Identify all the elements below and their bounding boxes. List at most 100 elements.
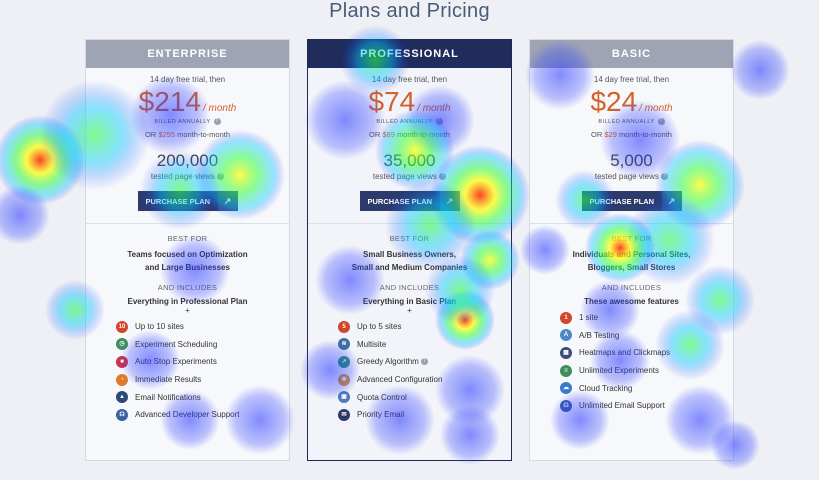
feature-item: ≋ Multisite <box>338 336 511 354</box>
feature-label: Auto Stop Experiments <box>135 357 217 367</box>
plan-card-basic: BASIC 14 day free trial, then $24/ month… <box>529 39 734 461</box>
monthly-suffix: month-to-month <box>394 130 450 139</box>
page-views-count: 5,000 <box>610 151 653 170</box>
heat-blob <box>0 185 50 245</box>
feature-list: 1 1 site A A/B Testing ▦ Heatmaps and Clickma… <box>560 309 733 415</box>
page-views-count: 200,000 <box>156 151 219 170</box>
feature-label: Advanced Configuration <box>357 375 443 385</box>
monthly-price-text: OR $89 month-to-month <box>308 130 511 139</box>
number-10-icon: 10 <box>116 320 128 333</box>
feature-label: Email Notifications <box>135 392 201 402</box>
best-for-line: and Large Businesses <box>145 263 230 272</box>
per-month: / month <box>417 103 451 114</box>
feature-label: A/B Testing <box>579 330 620 340</box>
email-icon: ✉ <box>338 408 350 421</box>
plan-name: BASIC <box>530 40 733 68</box>
trend-icon: ↗ <box>338 355 350 368</box>
purchase-plan-button[interactable]: PURCHASE PLAN ↗ <box>581 191 682 211</box>
divider <box>86 223 289 224</box>
feature-list: 10 Up to 10 sites ◷ Experiment Scheduling ■ A… <box>116 318 289 424</box>
feature-label: Immediate Results <box>135 375 202 385</box>
best-for-line: Individuals and Personal Sites, <box>572 250 691 259</box>
feature-label: Greedy Algorithm <box>357 357 419 367</box>
monthly-suffix: month-to-month <box>175 130 231 139</box>
feature-label: Up to 5 sites <box>357 322 402 332</box>
includes-description: These awesome features <box>584 297 679 306</box>
plan-card-professional: PROFESSIONAL 14 day free trial, then $74… <box>307 39 512 461</box>
chart-icon: ↗ <box>661 191 682 211</box>
feature-item: ◷ Experiment Scheduling <box>116 336 289 354</box>
help-icon[interactable]: ? <box>657 118 665 125</box>
heat-blob <box>0 115 85 205</box>
feature-item: ▲ Email Notifications <box>116 388 289 406</box>
feature-item: ☊ Unlimited Email Support <box>560 397 733 415</box>
page-views-label: tested page views ? <box>530 172 733 181</box>
feature-list: 5 Up to 5 sites ≋ Multisite ↗ Greedy Algorith… <box>338 318 511 424</box>
feature-label: Quota Control <box>357 392 407 402</box>
purchase-label: PURCHASE PLAN <box>367 196 433 206</box>
feature-label: 1 site <box>579 313 599 323</box>
feature-item: ▣ Quota Control <box>338 388 511 406</box>
headset-icon: ☊ <box>116 408 128 421</box>
feature-item: ≡ Unlimited Experiments <box>560 362 733 380</box>
best-for-line: Bloggers, Small Stores <box>587 263 676 272</box>
billed-annually: BILLED ANNUALLY ? <box>530 118 733 125</box>
includes-description: Everything in Basic Plan <box>362 297 457 306</box>
plus-sign: + <box>185 306 190 315</box>
purchase-label: PURCHASE PLAN <box>589 196 655 206</box>
feature-item: 5 Up to 5 sites <box>338 318 511 336</box>
help-icon[interactable]: ? <box>439 173 447 181</box>
feature-item: 1 1 site <box>560 309 733 327</box>
feature-item: 10 Up to 10 sites <box>116 318 289 336</box>
per-month: / month <box>202 103 237 114</box>
plan-name: ENTERPRISE <box>86 40 289 68</box>
monthly-price: $29 <box>604 130 617 139</box>
or-label: OR <box>369 130 383 139</box>
feature-item: ▦ Heatmaps and Clickmaps <box>560 344 733 362</box>
timer-icon: ◔ <box>116 373 128 386</box>
plan-card-enterprise: ENTERPRISE 14 day free trial, then $214/… <box>85 39 290 461</box>
best-for-label: BEST FOR <box>611 234 652 243</box>
cloud-icon: ☁ <box>560 382 572 395</box>
views-label-text: tested page views <box>372 172 437 181</box>
feature-item: ☊ Advanced Developer Support <box>116 406 289 424</box>
help-icon[interactable]: ? <box>435 118 443 125</box>
monthly-price: $89 <box>382 130 395 139</box>
best-for-description: Small Business Owners, Small and Medium C… <box>308 248 511 274</box>
trial-text: 14 day free trial, then <box>149 75 226 84</box>
help-icon[interactable]: ? <box>661 173 669 181</box>
number-5-icon: 5 <box>338 320 350 333</box>
page-views-count: 35,000 <box>383 151 436 170</box>
number-1-icon: 1 <box>560 311 572 324</box>
purchase-label: PURCHASE PLAN <box>145 196 211 206</box>
purchase-plan-button[interactable]: PURCHASE PLAN ↗ <box>359 191 460 211</box>
monthly-price: $255 <box>158 130 175 139</box>
or-label: OR <box>591 130 605 139</box>
best-for-description: Individuals and Personal Sites, Bloggers,… <box>530 248 733 274</box>
billed-label: BILLED ANNUALLY <box>376 118 433 125</box>
best-for-label: BEST FOR <box>167 234 208 243</box>
billed-annually: BILLED ANNUALLY ? <box>86 118 289 125</box>
help-icon[interactable]: ? <box>213 118 221 125</box>
feature-item: ☁ Cloud Tracking <box>560 379 733 397</box>
gear-icon: ✱ <box>338 373 350 386</box>
headset-icon: ☊ <box>560 399 572 412</box>
purchase-plan-button[interactable]: PURCHASE PLAN ↗ <box>137 191 238 211</box>
help-icon[interactable]: ? <box>420 358 428 366</box>
includes-description: Everything in Professional Plan <box>127 297 248 306</box>
feature-label: Unlimited Experiments <box>579 366 660 376</box>
best-for-label: BEST FOR <box>389 234 430 243</box>
help-icon[interactable]: ? <box>217 173 225 181</box>
divider <box>308 223 511 224</box>
feature-label: Multisite <box>357 339 387 349</box>
best-for-line: Small and Medium Companies <box>351 263 468 272</box>
price: $74 <box>368 86 416 117</box>
views-label-text: tested page views <box>150 172 215 181</box>
price: $214 <box>138 86 201 117</box>
layers-icon: ≋ <box>338 338 350 351</box>
plus-sign: + <box>407 306 412 315</box>
billed-annually: BILLED ANNUALLY ? <box>308 118 511 125</box>
chart-icon: ↗ <box>217 191 238 211</box>
feature-label: Experiment Scheduling <box>135 339 218 349</box>
includes-label: AND INCLUDES <box>157 283 218 292</box>
